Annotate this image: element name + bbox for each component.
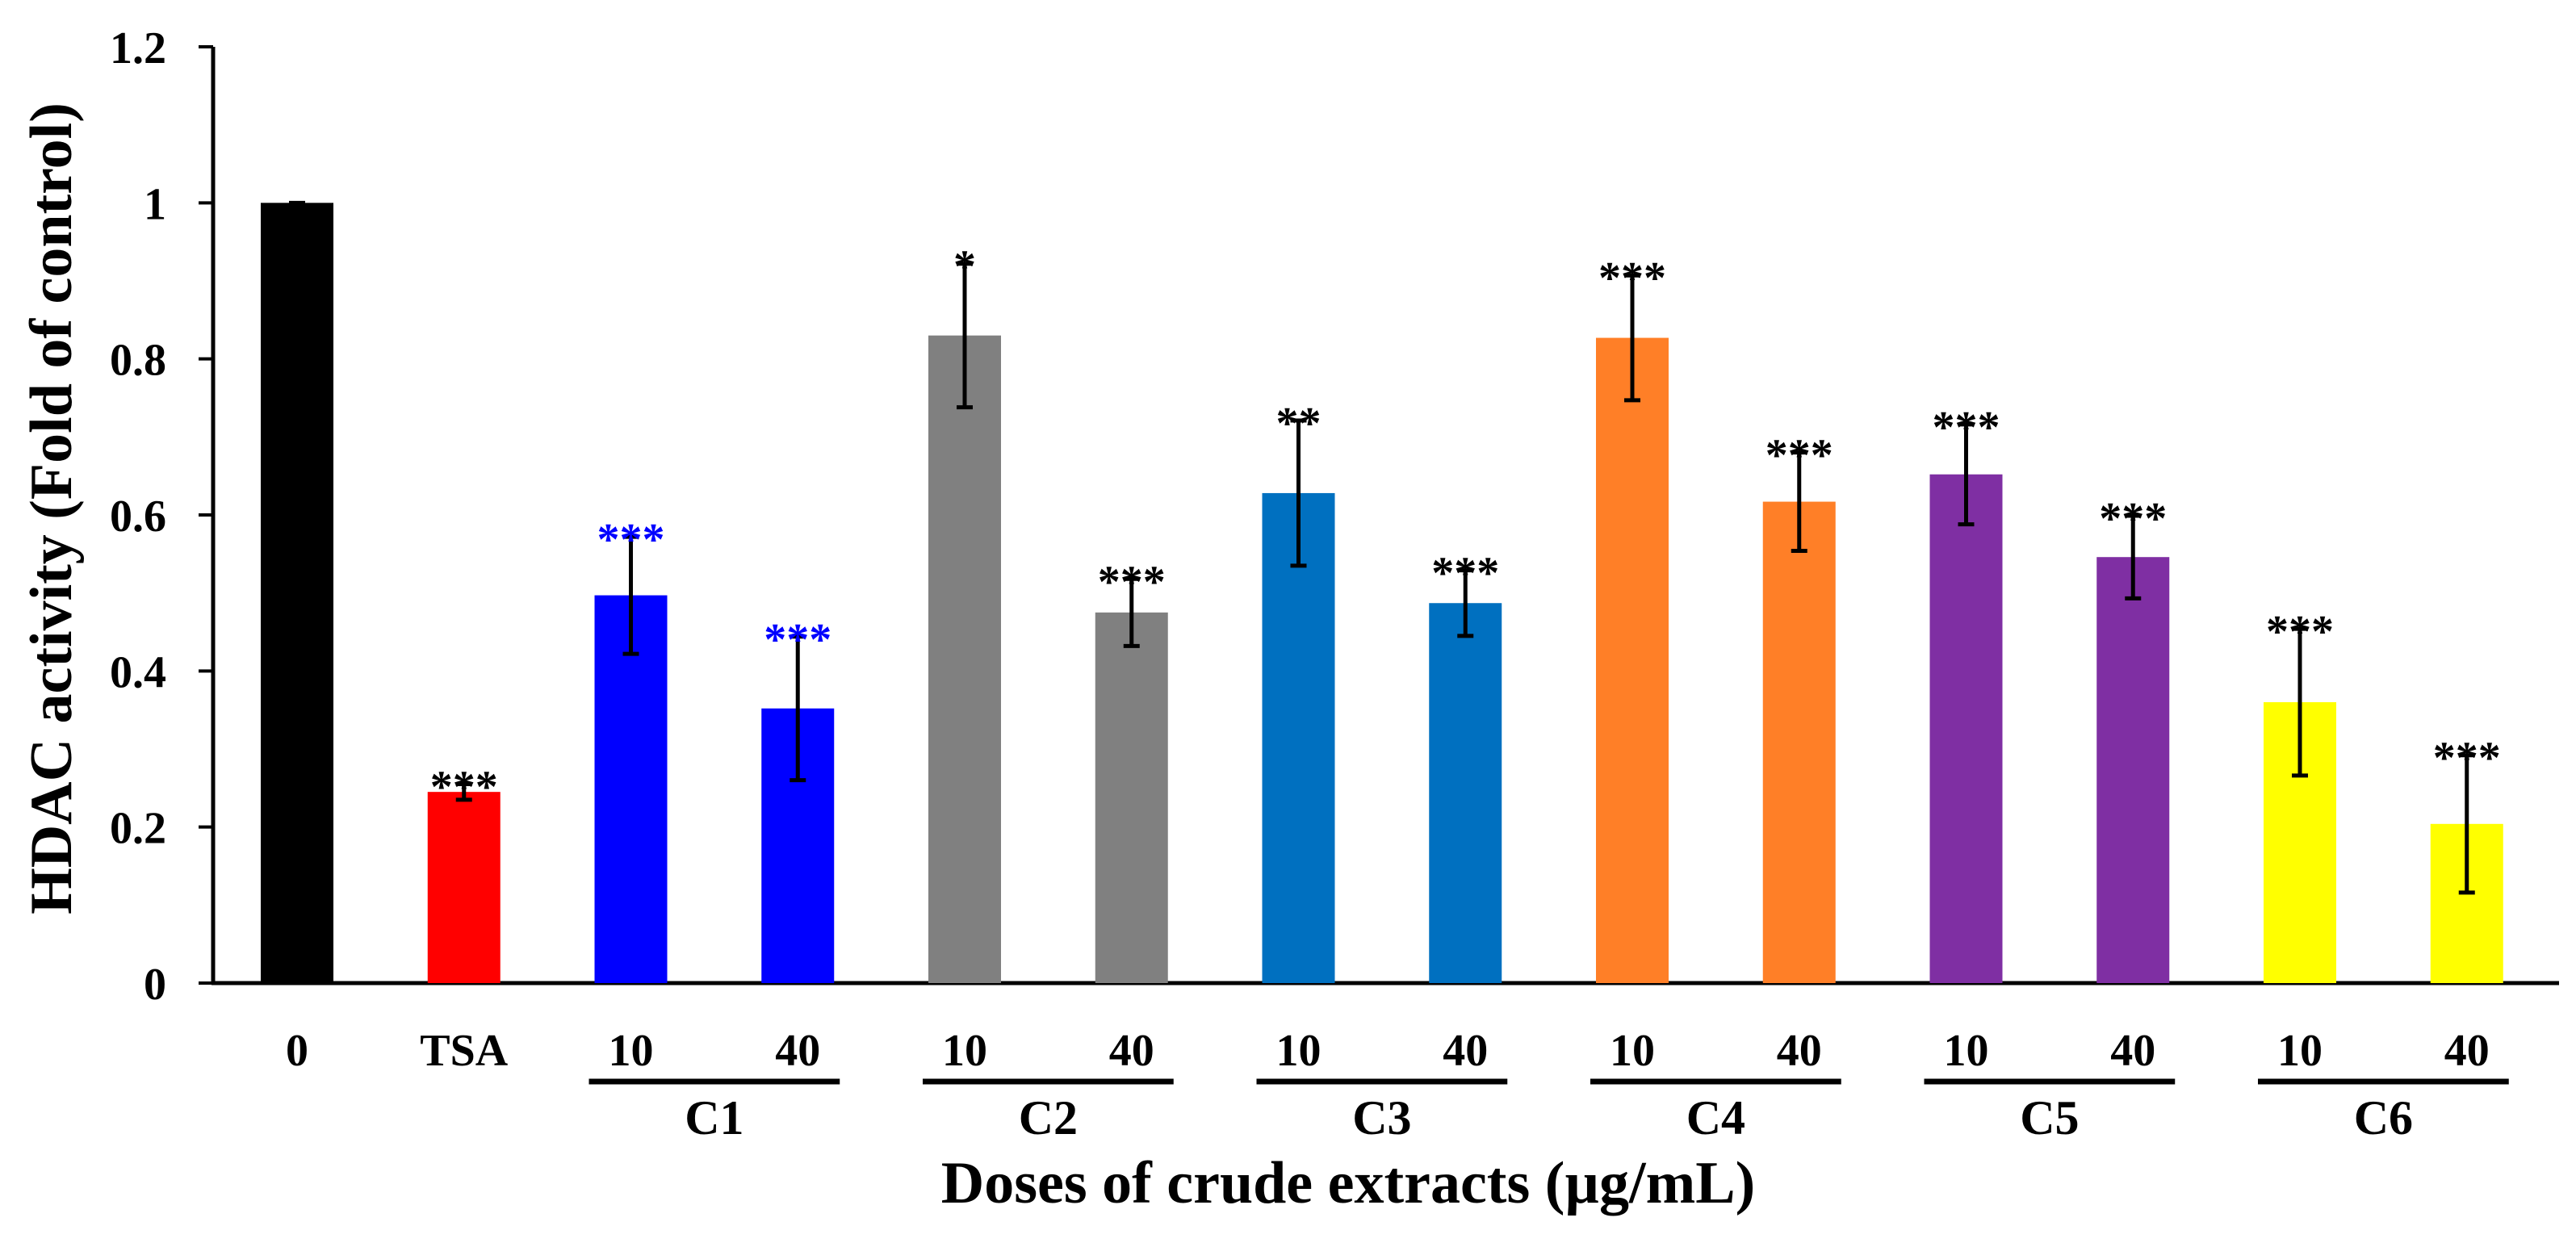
- bar-tsa: [427, 792, 501, 983]
- significance-c4-40: ***: [1766, 431, 1833, 481]
- bars: [261, 200, 2503, 984]
- group-label-c3: C3: [1352, 1091, 1411, 1144]
- bar-c5-10: [1929, 474, 2003, 983]
- category-label-c3-10: 10: [1276, 1026, 1322, 1076]
- bar-c2-40: [1095, 612, 1168, 983]
- category-label-tsa: TSA: [420, 1026, 508, 1076]
- x-axis-title: Doses of crude extracts (µg/mL): [941, 1150, 1755, 1216]
- y-axis-title: HDAC activity (Fold of control): [19, 103, 85, 914]
- y-tick-label: 0: [144, 960, 166, 1010]
- significance-c2-40: ***: [1098, 557, 1166, 607]
- category-label-c1-40: 40: [775, 1026, 820, 1076]
- category-label-c5-40: 40: [2110, 1026, 2155, 1076]
- category-label-c4-10: 10: [1610, 1026, 1655, 1076]
- group-label-c6: C6: [2354, 1091, 2413, 1144]
- bar-c4-10: [1596, 337, 1669, 984]
- bar-control: [261, 203, 333, 984]
- bar-c5-40: [2096, 557, 2170, 983]
- category-label-c2-10: 10: [942, 1026, 987, 1076]
- y-tick-label: 0.4: [110, 647, 166, 697]
- y-tick-label: 1.2: [110, 23, 166, 73]
- bar-c4-40: [1762, 501, 1836, 983]
- significance-c5-10: ***: [1933, 403, 2000, 453]
- bar-c3-40: [1429, 603, 1502, 983]
- category-label-c3-40: 40: [1443, 1026, 1488, 1076]
- bar-c2-10: [928, 335, 1001, 984]
- bar-c3-10: [1262, 492, 1335, 983]
- category-label-c6-40: 40: [2444, 1026, 2490, 1076]
- group-label-c2: C2: [1019, 1091, 1078, 1144]
- category-label-c2-40: 40: [1109, 1026, 1154, 1076]
- significance-c1-40: ***: [764, 615, 831, 665]
- group-label-c1: C1: [685, 1091, 743, 1144]
- y-tick-label: 1: [144, 179, 166, 229]
- significance-c6-40: ***: [2433, 734, 2501, 784]
- plot-area: [199, 45, 2559, 1085]
- category-label-c4-40: 40: [1777, 1026, 1822, 1076]
- y-tick-label: 0.8: [110, 336, 166, 386]
- labels: 00.20.40.60.811.20***TSA***10***40*10***…: [110, 23, 2501, 1144]
- category-label-c6-10: 10: [2277, 1026, 2323, 1076]
- y-tick-label: 0.2: [110, 804, 166, 854]
- category-label-c5-10: 10: [1944, 1026, 1989, 1076]
- significance-c3-10: **: [1276, 399, 1322, 449]
- category-label-control: 0: [286, 1026, 308, 1076]
- group-label-c4: C4: [1686, 1091, 1745, 1144]
- significance-c6-10: ***: [2266, 607, 2334, 657]
- significance-c2-10: *: [953, 242, 976, 292]
- significance-c1-10: ***: [597, 515, 665, 565]
- significance-c3-40: ***: [1431, 549, 1499, 599]
- significance-tsa: ***: [430, 763, 498, 813]
- category-label-c1-10: 10: [609, 1026, 654, 1076]
- significance-c4-10: ***: [1598, 253, 1666, 303]
- group-label-c5: C5: [2020, 1091, 2079, 1144]
- significance-c5-40: ***: [2099, 494, 2167, 544]
- y-tick-label: 0.6: [110, 492, 166, 542]
- bar-c1-10: [594, 595, 668, 983]
